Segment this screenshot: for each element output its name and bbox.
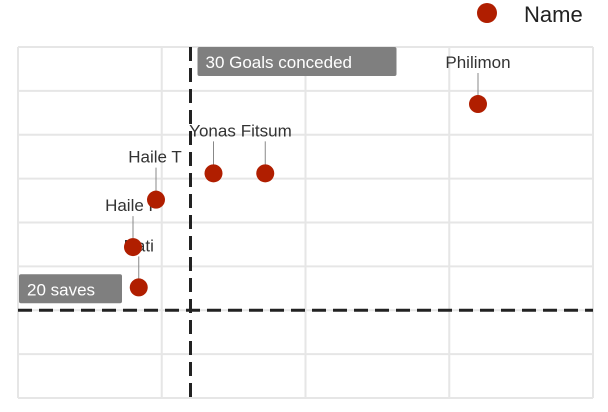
data-point: [124, 238, 142, 257]
data-point: [129, 278, 148, 297]
legend-marker: [477, 3, 497, 23]
data-points: [124, 95, 487, 297]
goals-conceded-label-box: [197, 47, 397, 76]
point-label: Haile F: [105, 196, 159, 215]
point-label: Philimon: [445, 53, 510, 72]
data-point: [204, 164, 223, 183]
reference-annotations: 30 Goals conceded 20 saves: [19, 47, 397, 304]
goals-conceded-label: 30 Goals conceded: [206, 53, 353, 72]
saves-label: 20 saves: [27, 280, 95, 299]
gridlines: [17, 46, 594, 399]
legend-label: Name: [524, 2, 583, 27]
point-label: Haile T: [128, 148, 182, 167]
data-point: [256, 164, 275, 183]
data-point: [469, 95, 487, 114]
saves-label-box: [19, 274, 122, 304]
reference-lines: [18, 47, 593, 398]
point-label: Yonas: [189, 121, 236, 140]
legend: Name: [477, 2, 583, 27]
point-label: Fitsum: [241, 121, 292, 140]
data-point: [147, 190, 165, 209]
